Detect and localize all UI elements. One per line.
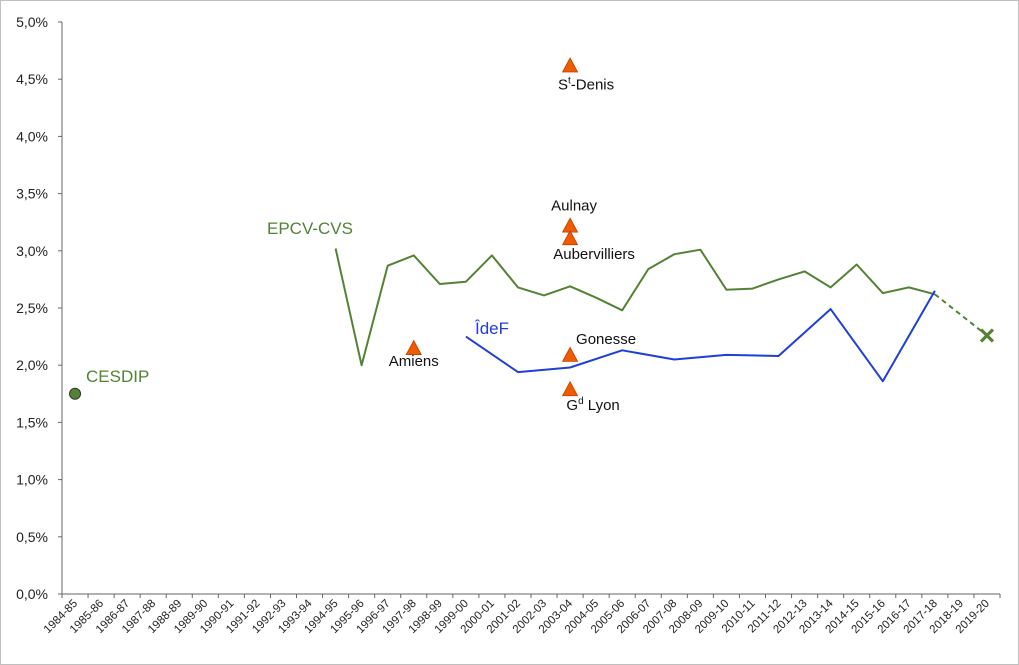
y-tick-label: 1,5% — [16, 414, 48, 430]
y-tick-label: 2,5% — [16, 300, 48, 316]
y-tick-label: 4,0% — [16, 128, 48, 144]
y-tick-label: 3,0% — [16, 243, 48, 259]
marker-aubervilliers — [561, 229, 579, 246]
label-grand-lyon: Gd Lyon — [566, 396, 619, 414]
marker-gonesse — [561, 346, 579, 362]
y-tick-label: 3,5% — [16, 186, 48, 202]
series-name-label: EPCV-CVS — [267, 219, 353, 238]
series-labels: EPCV-CVS ÎdeF CESDIP — [86, 219, 509, 386]
marker-2019-20-point — [979, 328, 995, 343]
marker-cesdip — [69, 387, 82, 400]
point-labels: Amiens St-Denis Aulnay Aubervilliers Gonesse… — [389, 75, 636, 414]
y-tick-label: 5,0% — [16, 14, 48, 30]
y-tick-label: 1,0% — [16, 472, 48, 488]
y-tick-label: 0,0% — [16, 586, 48, 602]
axes — [61, 22, 1000, 595]
marker-grand-lyon — [561, 380, 579, 397]
label-gonesse: Gonesse — [576, 331, 636, 348]
series-line-epcv-cvs-projection — [934, 293, 988, 337]
series-name-label: ÎdeF — [474, 319, 509, 338]
series-lines — [334, 248, 988, 383]
y-tick-label: 2,0% — [16, 357, 48, 373]
marker-saint-denis — [561, 57, 579, 73]
series-line-epcv-cvs — [334, 248, 936, 367]
series-line-def — [465, 290, 936, 383]
y-tick-label: 4,5% — [16, 71, 48, 87]
label-aubervilliers: Aubervilliers — [553, 246, 635, 263]
label-saint-denis: St-Denis — [558, 75, 614, 93]
marker-amiens — [405, 339, 422, 355]
x-tick-labels: 1984-851985-861986-871987-881988-891989-… — [42, 594, 1001, 636]
label-aulnay: Aulnay — [551, 198, 597, 215]
label-amiens: Amiens — [389, 353, 439, 370]
series-name-label: CESDIP — [86, 367, 149, 386]
y-tick-labels: 0,0% 0,5% 1,0% 1,5% 2,0% 2,5% 3,0% 3,5% 4,0% 4,5%… — [16, 14, 62, 602]
y-tick-label: 0,5% — [16, 529, 48, 545]
point-markers — [69, 57, 995, 400]
